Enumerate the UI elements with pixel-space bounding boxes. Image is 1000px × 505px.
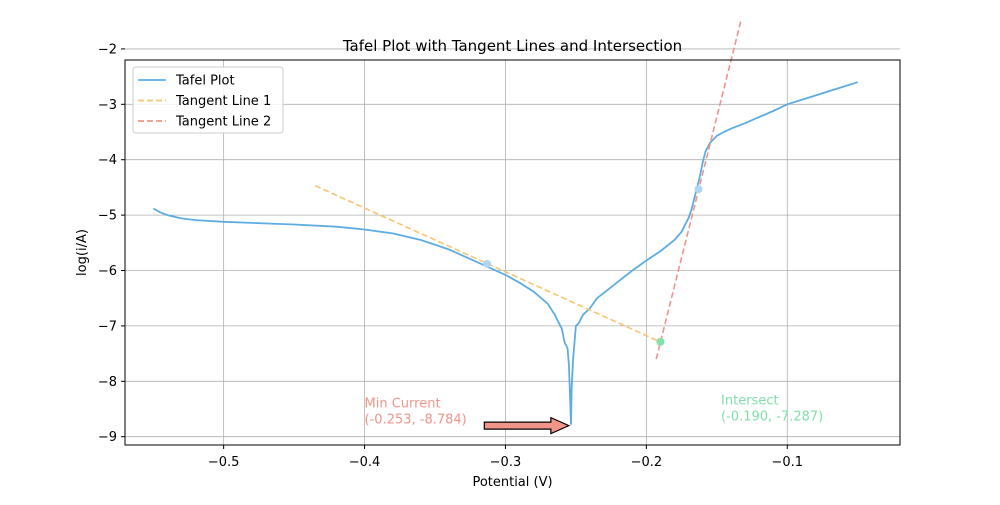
plot-frame	[124, 59, 901, 446]
annotation-layer: Min Current (-0.253, -8.784)Intersect (-0.…	[365, 394, 823, 435]
y-tick-label: −6	[98, 264, 117, 279]
y-axis-label: log(i/A)	[75, 229, 90, 276]
y-tick-label: −3	[98, 98, 117, 113]
intersect-annotation: Intersect (-0.190, -7.287)	[721, 394, 823, 425]
min-current-annotation-line2: (-0.253, -8.784)	[365, 412, 467, 427]
x-tick-label: −0.5	[208, 455, 240, 470]
x-tick-label: −0.1	[771, 455, 803, 470]
y-tick-label: −4	[98, 153, 117, 168]
min-current-arrow	[483, 416, 571, 435]
tangent-point-marker	[694, 185, 703, 194]
chart-title: Tafel Plot with Tangent Lines and Inters…	[342, 37, 682, 55]
min-current-annotation: Min Current (-0.253, -8.784)	[365, 396, 467, 427]
intersect-annotation-line1: Intersect	[721, 394, 779, 409]
series-tafel-plot	[152, 81, 858, 425]
y-tick-label: −7	[98, 319, 117, 334]
y-tick-label: −9	[98, 430, 117, 445]
intersection-marker	[656, 337, 665, 346]
legend-label: Tafel Plot	[175, 74, 235, 89]
intersect-annotation-line2: (-0.190, -7.287)	[721, 410, 823, 425]
legend-box	[132, 66, 284, 134]
y-tick-label: −5	[98, 209, 117, 224]
y-tick-label: −2	[98, 42, 117, 57]
marker-layer	[483, 185, 703, 346]
x-tick-label: −0.2	[631, 455, 663, 470]
legend-label: Tangent Line 1	[175, 94, 271, 109]
ticks: −0.5 −0.4 −0.3 −0.2 −0.1 −9 −8 −7 −6 −5 −4 −3 −2	[98, 42, 803, 470]
x-axis-label: Potential (V)	[472, 475, 552, 490]
y-tick-label: −8	[98, 375, 117, 390]
tangent-point-marker	[483, 259, 492, 268]
x-tick-label: −0.3	[490, 455, 522, 470]
legend-label: Tangent Line 2	[175, 115, 271, 130]
min-current-annotation-line1: Min Current	[365, 396, 441, 411]
x-tick-label: −0.4	[349, 455, 381, 470]
legend: Tafel Plot Tangent Line 1 Tangent Line 2	[132, 66, 284, 134]
